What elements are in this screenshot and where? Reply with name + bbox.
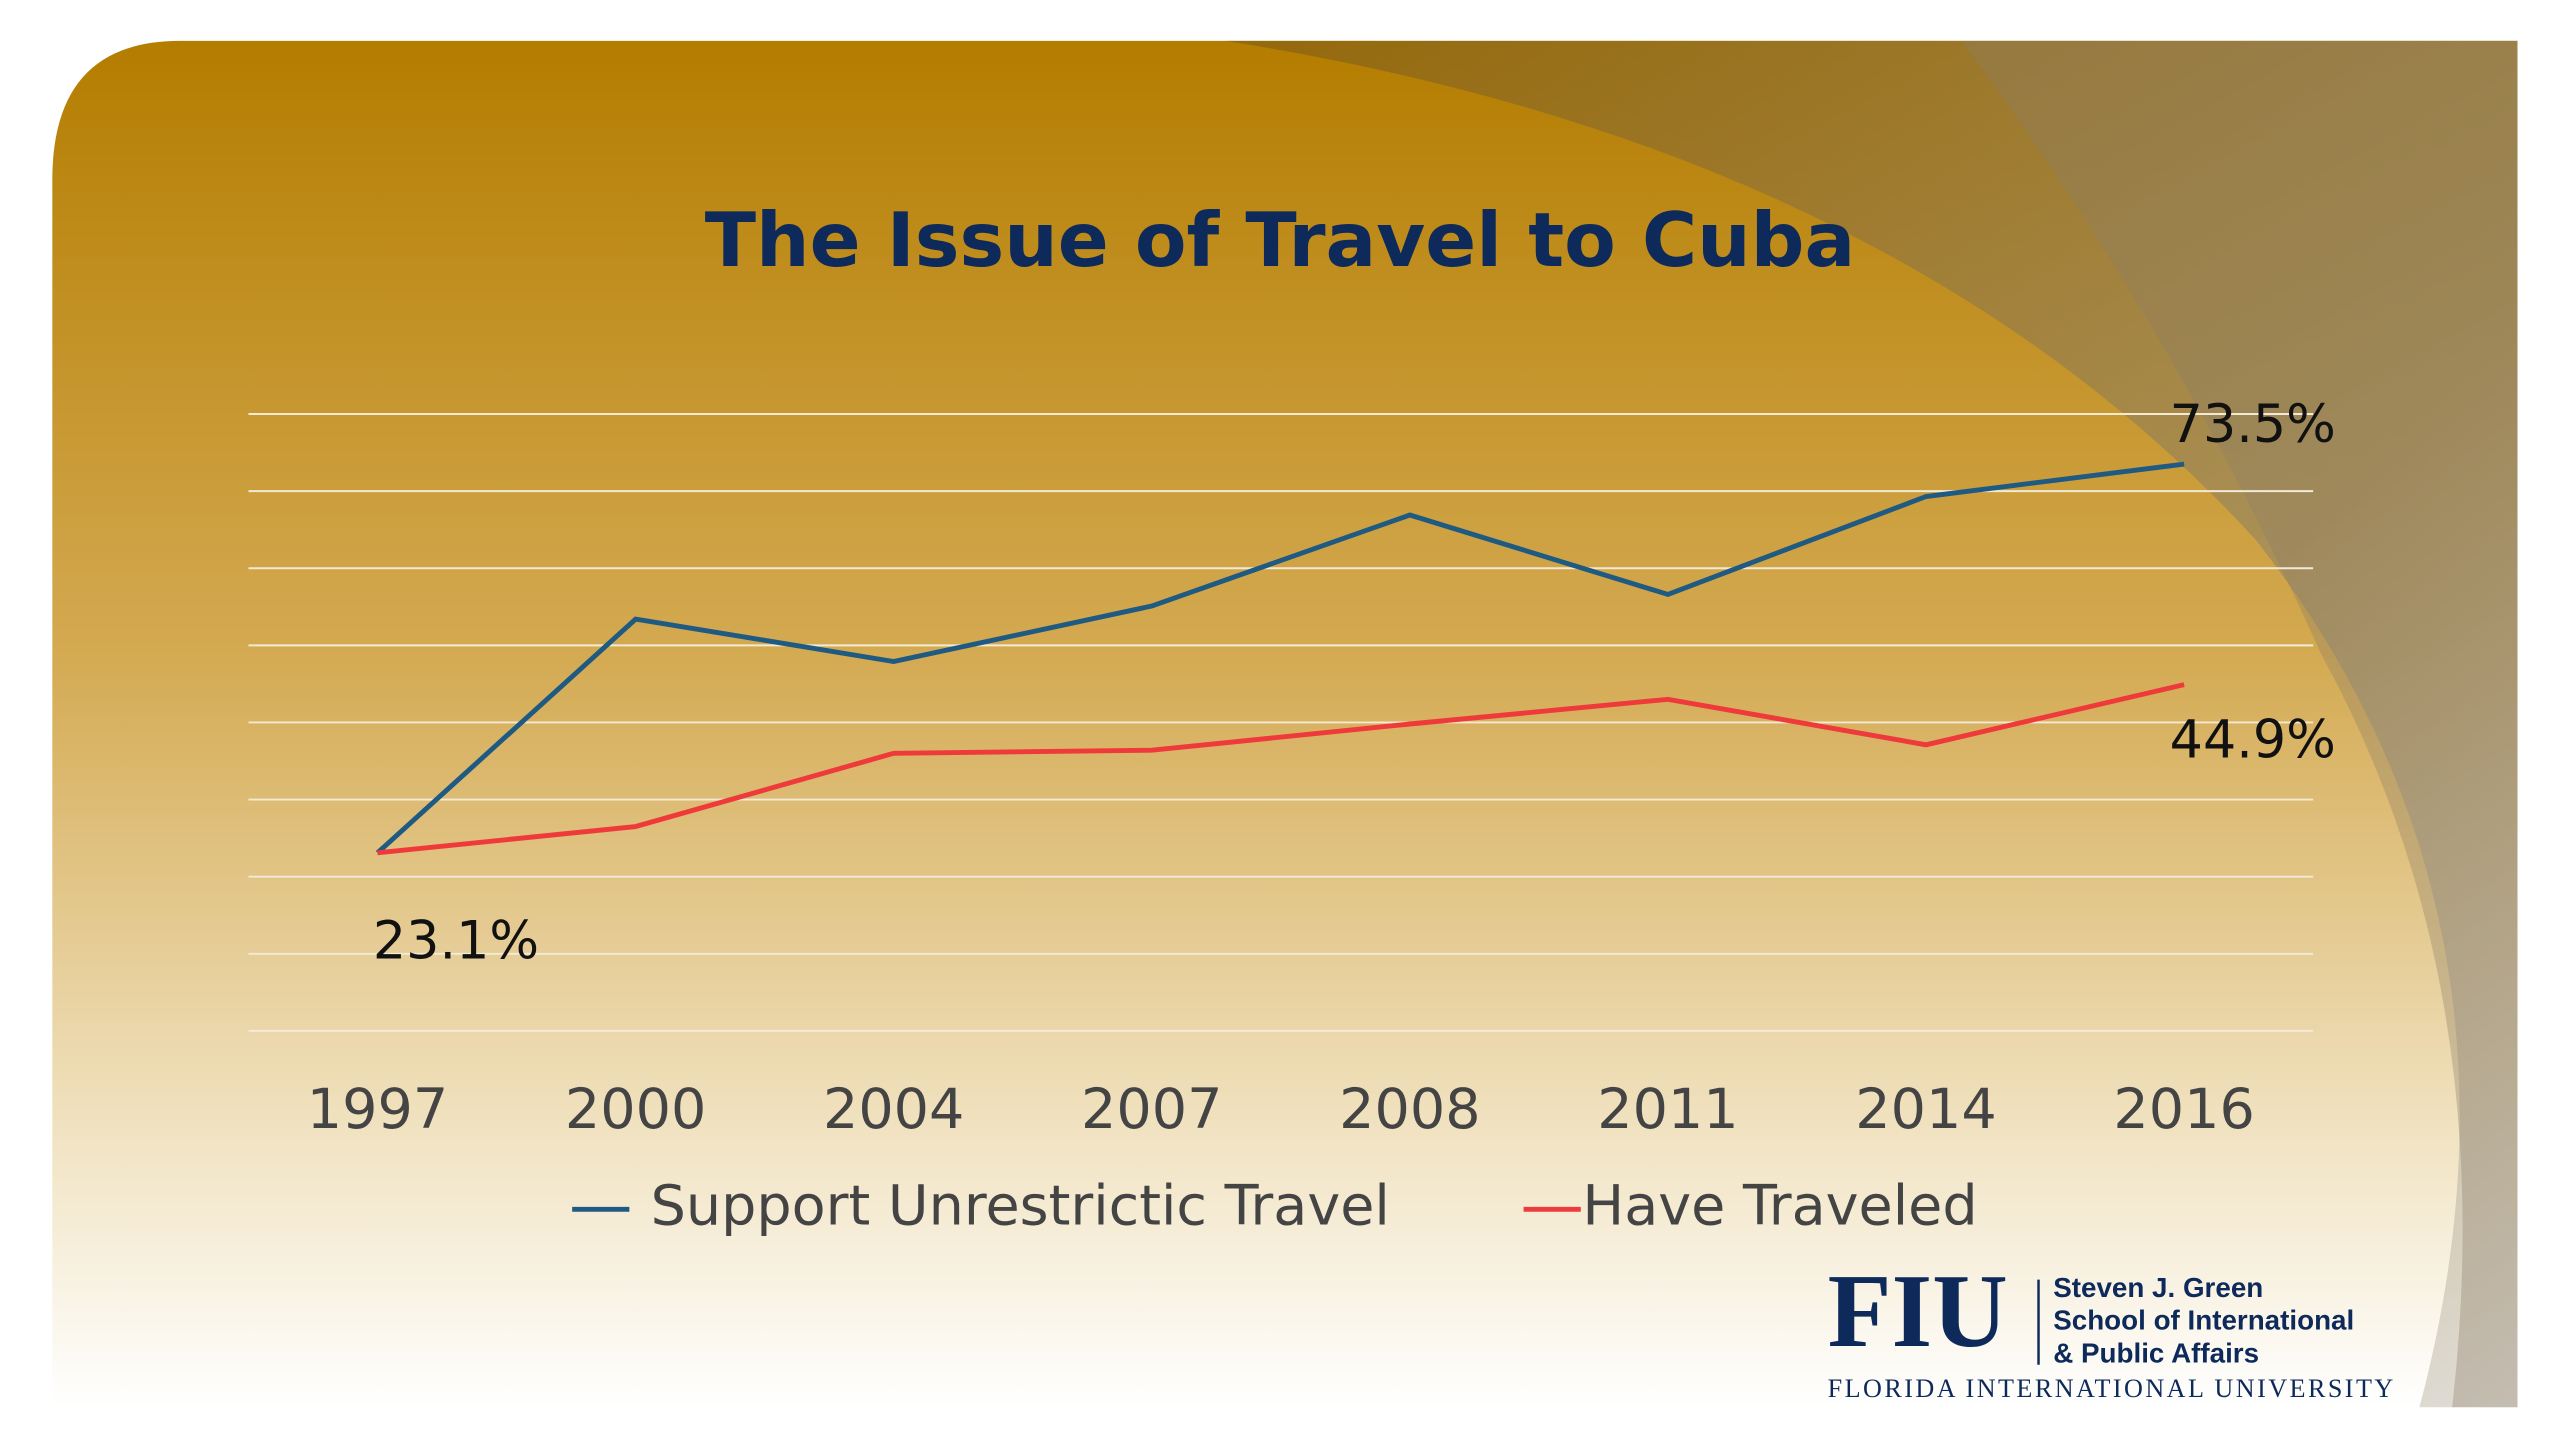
chart-title: The Issue of Travel to Cuba: [705, 196, 1855, 284]
x-tick-label: 2004: [823, 1077, 964, 1142]
plot: 1997 2000 2004 2007 2008 2011 2014 2016 73.5% 23.…: [248, 394, 2336, 1238]
logo-line: & Public Affairs: [2053, 1337, 2259, 1368]
x-tick-label: 2011: [1597, 1077, 1738, 1142]
swoosh: [1226, 40, 2518, 1408]
series-line: [377, 682, 2185, 856]
logo: FIU Steven J. Green School of Internatio…: [1828, 1253, 2394, 1403]
series-line: [375, 461, 2185, 855]
x-tick-label: 2007: [1081, 1077, 1222, 1142]
swoosh-inner: [1961, 40, 2518, 1408]
x-tick-label: 2016: [2113, 1077, 2254, 1142]
x-tick-label: 1997: [307, 1077, 448, 1142]
logo-line: School of International: [2053, 1305, 2354, 1336]
data-label: 73.5%: [2170, 394, 2336, 455]
x-tick-label: 2000: [565, 1077, 706, 1142]
x-tick-label: 2008: [1339, 1077, 1480, 1142]
logo-line: Steven J. Green: [2053, 1272, 2263, 1303]
background: [52, 40, 2518, 1408]
x-tick-label: 2014: [1855, 1077, 1996, 1142]
logo-mark: FIU: [1828, 1253, 2008, 1369]
legend-label: Have Traveled: [1582, 1173, 1977, 1238]
data-label: 44.9%: [2170, 710, 2336, 771]
data-label: 23.1%: [373, 910, 539, 971]
legend-label: Support Unrestrictic Travel: [651, 1173, 1390, 1238]
